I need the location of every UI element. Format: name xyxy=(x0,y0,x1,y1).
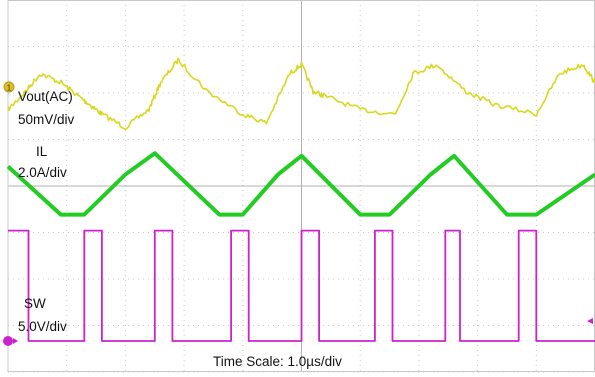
vout-channel-marker xyxy=(3,81,15,93)
sw-channel-name: SW xyxy=(24,296,46,311)
time-scale-label: Time Scale: 1.0µs/div xyxy=(213,354,342,369)
vout-ac-trace xyxy=(7,57,595,131)
traces xyxy=(6,57,595,342)
sw-channel-marker xyxy=(3,336,13,346)
graticule xyxy=(7,0,595,373)
trigger-level-icon xyxy=(587,318,593,324)
il-trace xyxy=(6,151,595,217)
vout-marker-label: 1 xyxy=(7,84,12,93)
sw-marker-arrow xyxy=(13,338,18,344)
vout-scale-label: 50mV/div xyxy=(18,112,75,127)
il-scale-label: 2.0A/div xyxy=(18,165,67,180)
vout-channel-name: Vout(AC) xyxy=(18,89,73,104)
sw-scale-label: 5.0V/div xyxy=(18,319,67,334)
sw-trace xyxy=(8,229,595,342)
il-channel-name: IL xyxy=(36,144,48,159)
channel-markers: 1 xyxy=(3,81,593,346)
